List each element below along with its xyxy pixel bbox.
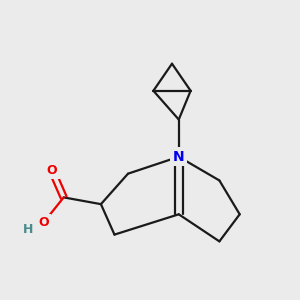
Text: N: N <box>173 150 184 164</box>
Text: O: O <box>46 164 57 177</box>
Text: O: O <box>38 216 49 229</box>
Text: H: H <box>23 223 33 236</box>
